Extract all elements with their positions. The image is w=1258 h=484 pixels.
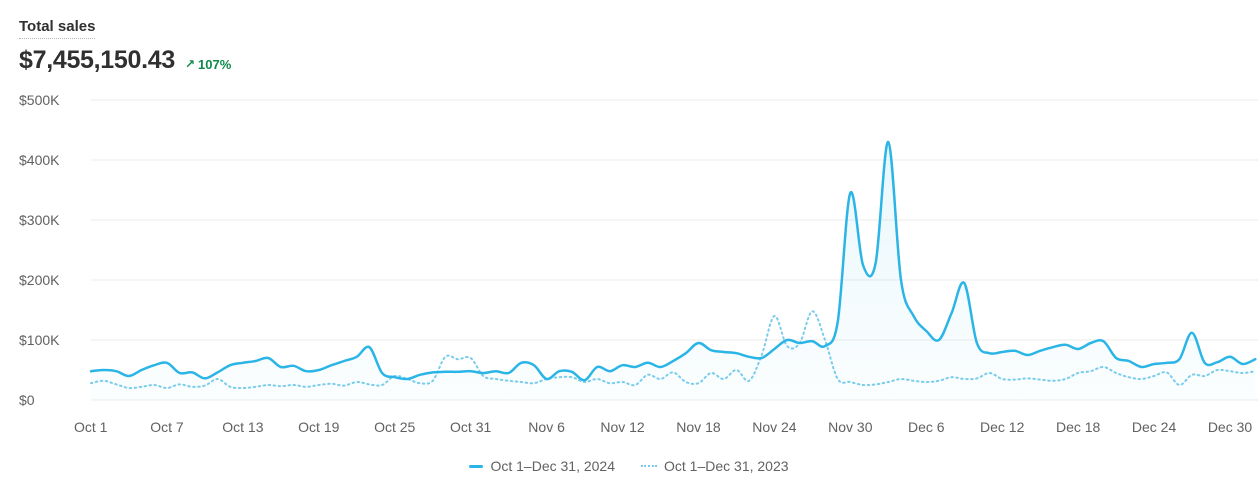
legend-label-current: Oct 1–Dec 31, 2024 [490, 458, 615, 474]
x-tick-label: Oct 13 [222, 419, 263, 435]
metric-change-value: 107% [198, 56, 232, 72]
series-line-previous [90, 310, 1257, 390]
legend-swatch-dotted [641, 465, 657, 467]
x-tick-label: Nov 24 [752, 419, 797, 435]
x-tick-label: Oct 7 [150, 419, 184, 435]
series-line-current [89, 140, 1257, 382]
metric-row: $7,455,150.43 ↗ 107% [19, 46, 231, 75]
x-tick-label: Oct 25 [374, 419, 415, 435]
x-tick-label: Oct 1 [74, 419, 108, 435]
legend-label-previous: Oct 1–Dec 31, 2023 [664, 458, 789, 474]
legend-swatch-solid [469, 464, 484, 468]
x-tick-label: Dec 12 [980, 419, 1025, 435]
x-tick-label: Dec 30 [1208, 419, 1253, 435]
x-tick-label: Nov 18 [676, 419, 721, 435]
x-tick-label: Oct 19 [298, 419, 339, 435]
y-tick-label: $100K [19, 332, 60, 348]
y-tick-label: $300K [19, 212, 60, 228]
x-tick-label: Oct 31 [450, 419, 491, 435]
x-tick-label: Nov 30 [828, 419, 873, 435]
arrow-up-right-icon: ↗ [184, 57, 196, 71]
x-tick-label: Nov 12 [600, 419, 645, 435]
x-tick-label: Dec 6 [908, 419, 945, 435]
x-tick-label: Dec 24 [1132, 419, 1177, 435]
y-tick-label: $0 [19, 392, 35, 408]
y-tick-label: $400K [19, 152, 60, 168]
metric-value: $7,455,150.43 [19, 46, 175, 74]
x-tick-label: Nov 6 [528, 419, 565, 435]
series-area-current [91, 141, 1256, 400]
legend-item-current[interactable]: Oct 1–Dec 31, 2024 [469, 458, 615, 474]
y-tick-label: $200K [19, 272, 60, 288]
x-tick-label: Dec 18 [1056, 419, 1101, 435]
sales-line-chart[interactable]: $0 $100K $200K $300K $400K $500K Oct 1 Oct 7 Oct… [0, 0, 1258, 450]
y-tick-label: $500K [19, 92, 60, 108]
chart-legend: Oct 1–Dec 31, 2024 Oct 1–Dec 31, 2023 [0, 458, 1258, 474]
metric-title[interactable]: Total sales [19, 18, 96, 39]
metric-change-badge: ↗ 107% [185, 57, 231, 72]
legend-item-previous[interactable]: Oct 1–Dec 31, 2023 [641, 458, 789, 474]
metric-header: Total sales $7,455,150.43 ↗ 107% [19, 18, 231, 75]
